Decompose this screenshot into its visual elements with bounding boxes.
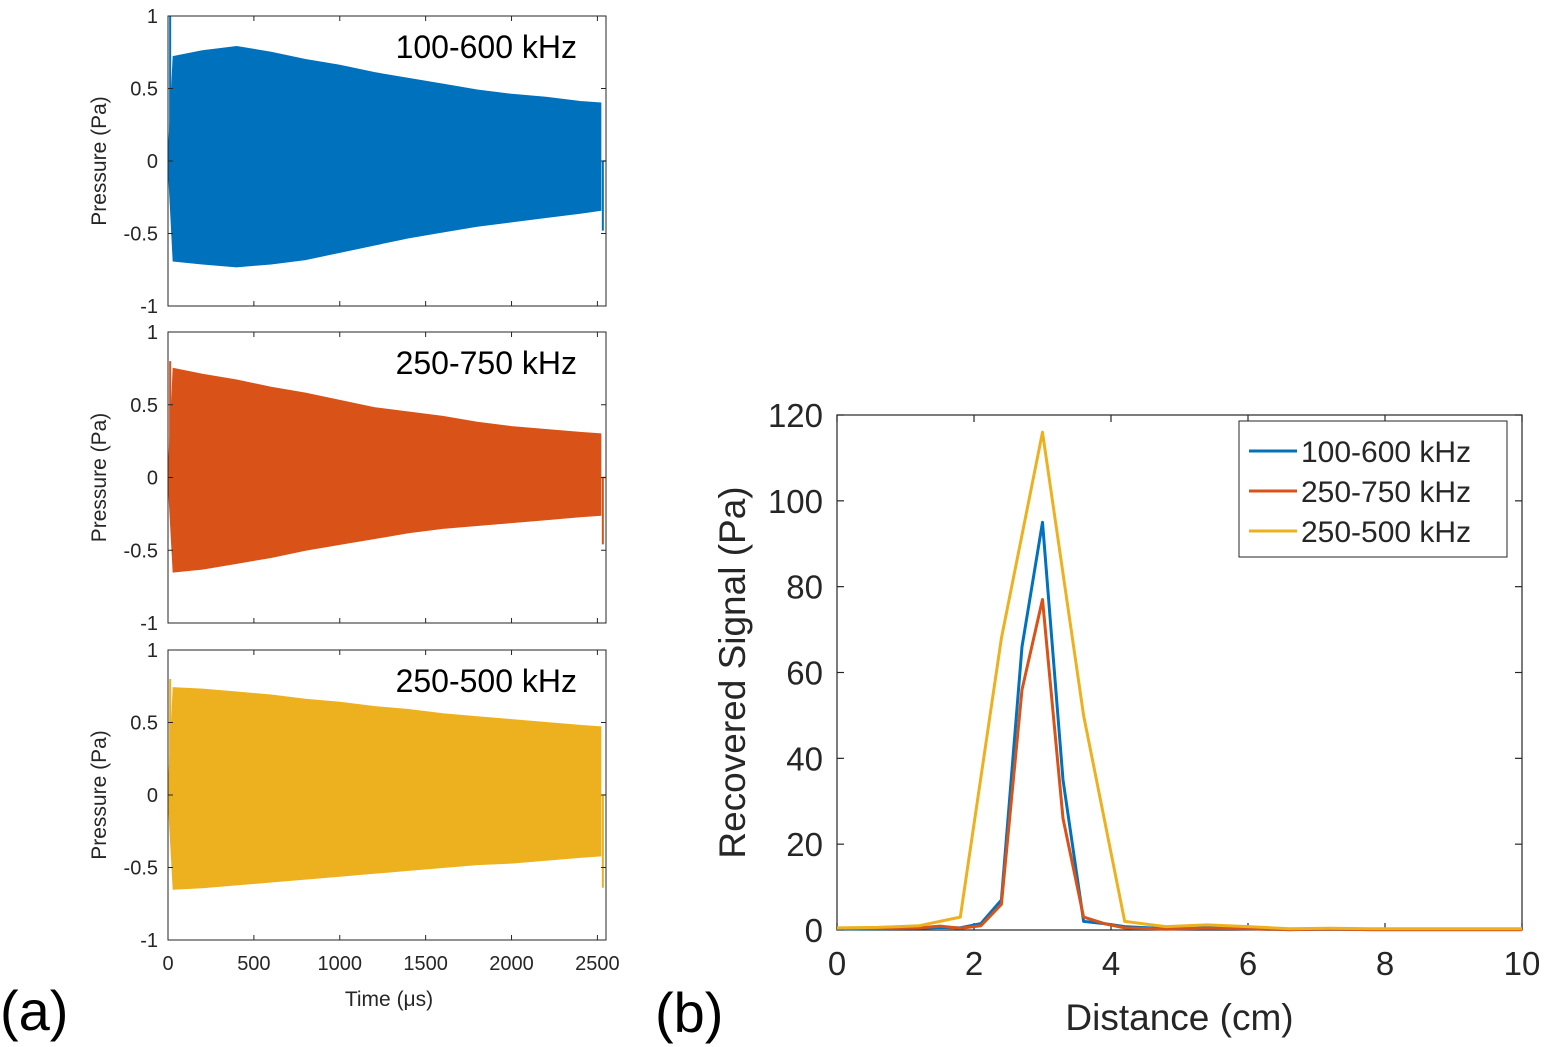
x-axis-label: Time (μs) bbox=[345, 988, 433, 1011]
panel-b: 0 20 40 60 80 100 120 0 2 4 6 8 10 Distance (cm) Recov… bbox=[712, 397, 1540, 1038]
series-line-3 bbox=[836, 430, 1522, 931]
x-tick-label: 6 bbox=[1239, 945, 1257, 982]
y-tick-label: 120 bbox=[768, 397, 823, 434]
waveform-subplot-bottom: -1 -0.5 0 0.5 1 0 500 1000 1500 2000 2500 Pressure … bbox=[88, 640, 620, 1011]
y-tick-label: 1 bbox=[147, 640, 158, 662]
x-tick-label: 500 bbox=[237, 953, 270, 975]
y-tick-label: 0 bbox=[147, 785, 158, 807]
band-annotation: 100-600 kHz bbox=[396, 29, 577, 65]
y-tick-label: 0.5 bbox=[130, 713, 158, 735]
y-tick-label: 1 bbox=[147, 322, 158, 344]
y-tick-label: 1 bbox=[147, 6, 158, 28]
panel-a: -1 -0.5 0 0.5 1 Pressure (Pa) 100-600 kHz -1 -0.… bbox=[88, 6, 620, 1011]
waveform-envelope-middle bbox=[167, 367, 602, 573]
y-tick-label: -1 bbox=[140, 930, 158, 952]
band-annotation: 250-500 kHz bbox=[396, 663, 577, 699]
y-axis-label: Pressure (Pa) bbox=[88, 96, 111, 226]
waveform-envelope-bottom bbox=[167, 687, 602, 890]
y-tick-label: 0 bbox=[805, 912, 823, 949]
x-tick-label: 4 bbox=[1102, 945, 1120, 982]
y-tick-label: 0 bbox=[147, 151, 158, 173]
x-tick-label: 0 bbox=[828, 945, 846, 982]
x-tick-label: 1000 bbox=[318, 953, 363, 975]
y-axis-label: Pressure (Pa) bbox=[88, 413, 111, 543]
x-tick-label: 2000 bbox=[489, 953, 534, 975]
y-tick-label: 80 bbox=[786, 569, 823, 606]
y-tick-label: 60 bbox=[786, 655, 823, 692]
y-tick-label: 40 bbox=[786, 740, 823, 777]
legend-label: 250-750 kHz bbox=[1301, 476, 1471, 509]
y-tick-label: -1 bbox=[140, 613, 158, 635]
waveform-envelope-top bbox=[167, 45, 602, 268]
y-tick-label: 0.5 bbox=[130, 395, 158, 417]
y-tick-label: 20 bbox=[786, 826, 823, 863]
panel-b-letter: (b) bbox=[655, 981, 723, 1044]
y-axis-label: Pressure (Pa) bbox=[88, 730, 111, 860]
y-tick-label: -0.5 bbox=[124, 540, 158, 562]
y-tick-label: -1 bbox=[140, 296, 158, 318]
x-tick-label: 1500 bbox=[403, 953, 448, 975]
x-tick-label: 2500 bbox=[575, 953, 620, 975]
y-tick-label: 0 bbox=[147, 468, 158, 490]
legend-label: 250-500 kHz bbox=[1301, 516, 1471, 549]
x-tick-label: 2 bbox=[965, 945, 983, 982]
band-annotation: 250-750 kHz bbox=[396, 345, 577, 381]
y-tick-label: 100 bbox=[768, 483, 823, 520]
y-tick-label: -0.5 bbox=[124, 858, 158, 880]
x-tick-label: 8 bbox=[1376, 945, 1394, 982]
panel-a-letter: (a) bbox=[0, 979, 68, 1042]
y-tick-label: 0.5 bbox=[130, 79, 158, 101]
waveform-subplot-top: -1 -0.5 0 0.5 1 Pressure (Pa) 100-600 kHz bbox=[88, 6, 607, 318]
legend-label: 100-600 kHz bbox=[1301, 436, 1471, 469]
y-axis-label: Recovered Signal (Pa) bbox=[712, 486, 753, 858]
waveform-subplot-middle: -1 -0.5 0 0.5 1 Pressure (Pa) 250-750 kHz bbox=[88, 322, 607, 635]
y-tick-label: -0.5 bbox=[124, 224, 158, 246]
x-axis-label: Distance (cm) bbox=[1065, 997, 1293, 1038]
x-tick-label: 0 bbox=[162, 953, 173, 975]
x-tick-label: 10 bbox=[1504, 945, 1541, 982]
legend-box bbox=[1238, 420, 1508, 558]
